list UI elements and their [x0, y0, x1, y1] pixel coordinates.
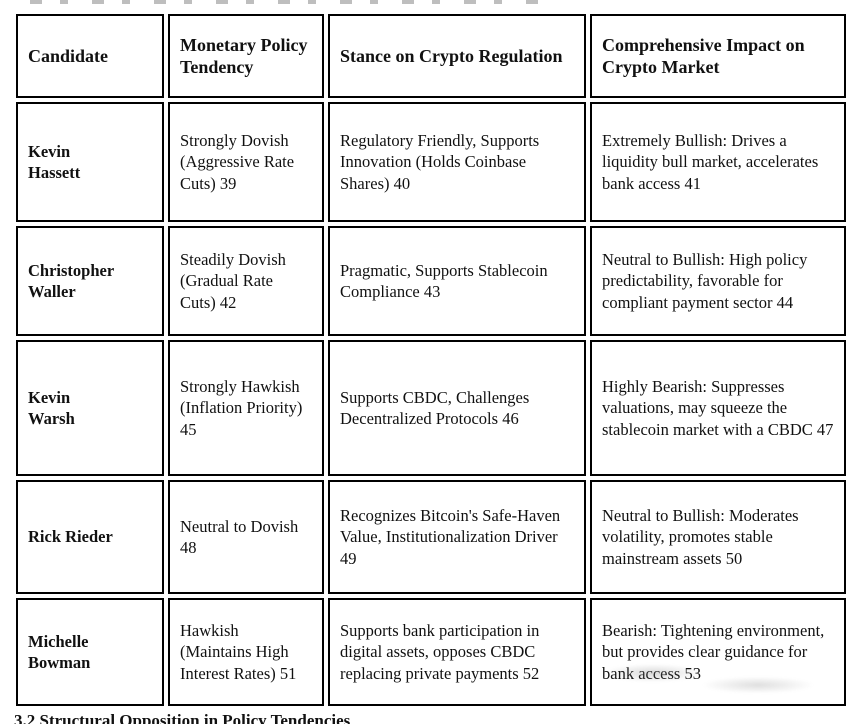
clipped-caption-remnant — [30, 0, 550, 4]
candidate-name: Michelle Bowman — [16, 598, 164, 706]
table-row: Kevin Hassett Strongly Dovish (Aggressiv… — [16, 102, 846, 222]
policy-tendency-cell: Strongly Dovish (Aggressive Rate Cuts) 3… — [168, 102, 324, 222]
stance-cell: Supports CBDC, Challenges Decentralized … — [328, 340, 586, 476]
stance-cell: Regulatory Friendly, Supports Innovation… — [328, 102, 586, 222]
table-row: Rick Rieder Neutral to Dovish 48 Recogni… — [16, 480, 846, 594]
impact-cell: Highly Bearish: Suppresses valuations, m… — [590, 340, 846, 476]
stance-cell: Recognizes Bitcoin's Safe-Haven Value, I… — [328, 480, 586, 594]
policy-tendency-cell: Steadily Dovish (Gradual Rate Cuts) 42 — [168, 226, 324, 336]
header-stance-crypto-regulation: Stance on Crypto Regulation — [328, 14, 586, 98]
header-monetary-policy-tendency: Monetary Policy Tendency — [168, 14, 324, 98]
candidate-name: Kevin Hassett — [16, 102, 164, 222]
table-row: Michelle Bowman Hawkish (Maintains High … — [16, 598, 846, 706]
policy-tendency-cell: Hawkish (Maintains High Interest Rates) … — [168, 598, 324, 706]
header-candidate: Candidate — [16, 14, 164, 98]
stance-cell: Supports bank participation in digital a… — [328, 598, 586, 706]
table-header-row: Candidate Monetary Policy Tendency Stanc… — [16, 14, 846, 98]
impact-cell: Neutral to Bullish: High policy predicta… — [590, 226, 846, 336]
policy-tendency-cell: Neutral to Dovish 48 — [168, 480, 324, 594]
section-heading-clipped: 3.2 Structural Opposition in Policy Tend… — [14, 711, 351, 724]
stance-cell: Pragmatic, Supports Stablecoin Complianc… — [328, 226, 586, 336]
candidate-name: Rick Rieder — [16, 480, 164, 594]
impact-cell: Neutral to Bullish: Moderates volatility… — [590, 480, 846, 594]
table-row: Christopher Waller Steadily Dovish (Grad… — [16, 226, 846, 336]
table-row: Kevin Warsh Strongly Hawkish (Inflation … — [16, 340, 846, 476]
header-impact-crypto-market: Comprehensive Impact on Crypto Market — [590, 14, 846, 98]
candidate-policy-table: Candidate Monetary Policy Tendency Stanc… — [12, 10, 850, 710]
candidate-name: Kevin Warsh — [16, 340, 164, 476]
impact-cell: Extremely Bullish: Drives a liquidity bu… — [590, 102, 846, 222]
candidate-name: Christopher Waller — [16, 226, 164, 336]
policy-tendency-cell: Strongly Hawkish (Inflation Priority) 45 — [168, 340, 324, 476]
impact-cell: Bearish: Tightening environment, but pro… — [590, 598, 846, 706]
